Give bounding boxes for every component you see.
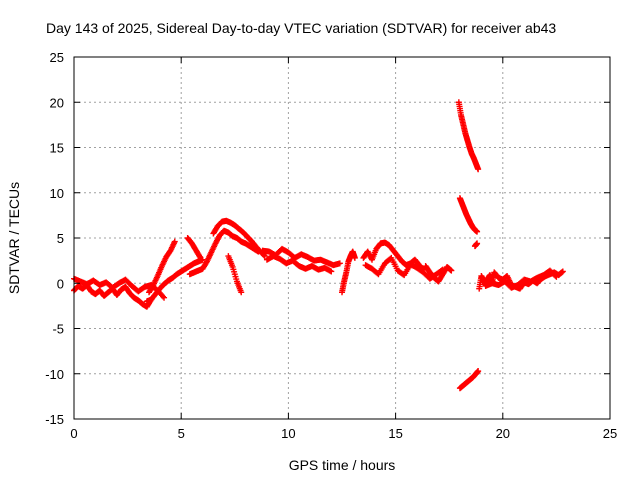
y-tick-label: 0 bbox=[57, 276, 64, 291]
y-tick-label: -5 bbox=[52, 322, 64, 337]
series-s13 bbox=[362, 254, 446, 282]
y-axis-label: SDTVAR / TECUs bbox=[6, 182, 22, 294]
data-point bbox=[171, 238, 178, 245]
series-s5 bbox=[186, 227, 262, 278]
y-tick-label: 25 bbox=[50, 50, 64, 65]
series-s7 bbox=[184, 235, 204, 261]
y-tick-label: 10 bbox=[50, 186, 64, 201]
data-point bbox=[448, 267, 455, 274]
grid bbox=[74, 57, 610, 419]
data-point bbox=[559, 268, 566, 275]
x-tick-label: 25 bbox=[603, 426, 617, 441]
y-tick-label: 15 bbox=[50, 141, 64, 156]
x-axis-label: GPS time / hours bbox=[289, 457, 396, 473]
series-s3 bbox=[146, 238, 178, 296]
data-point bbox=[474, 228, 481, 235]
data-point bbox=[351, 254, 358, 261]
series-s14 bbox=[422, 263, 455, 285]
series-s17 bbox=[471, 240, 481, 250]
series-s4 bbox=[143, 256, 206, 305]
x-tick-label: 0 bbox=[70, 426, 77, 441]
y-tick-label: 5 bbox=[57, 231, 64, 246]
data-points bbox=[71, 99, 566, 392]
series-s9 bbox=[259, 245, 343, 269]
data-point bbox=[196, 253, 203, 260]
data-point bbox=[474, 240, 481, 247]
data-point bbox=[261, 253, 268, 260]
data-point bbox=[475, 368, 482, 375]
series-s11 bbox=[339, 248, 358, 296]
series-s16 bbox=[456, 195, 481, 235]
x-tick-label: 5 bbox=[178, 426, 185, 441]
data-point bbox=[336, 260, 343, 267]
x-tick-label: 20 bbox=[496, 426, 510, 441]
chart-title: Day 143 of 2025, Sidereal Day-to-day VTE… bbox=[46, 20, 556, 36]
data-point bbox=[159, 293, 166, 300]
y-tick-label: -10 bbox=[45, 367, 64, 382]
x-tick-label: 10 bbox=[281, 426, 295, 441]
x-tick-label: 15 bbox=[388, 426, 402, 441]
y-tick-label: 20 bbox=[50, 95, 64, 110]
data-point bbox=[552, 272, 559, 279]
data-point bbox=[475, 166, 482, 173]
series-s18 bbox=[456, 368, 482, 392]
y-tick-label: -15 bbox=[45, 412, 64, 427]
data-point bbox=[197, 254, 204, 261]
series-s20 bbox=[482, 267, 560, 291]
data-point bbox=[161, 294, 168, 301]
series-s10 bbox=[263, 253, 335, 275]
data-point bbox=[553, 273, 560, 280]
series-s15 bbox=[455, 99, 482, 173]
data-point bbox=[328, 268, 335, 275]
axis-ticks: 0 5 10 15 20 25 -15 -10 -5 0 5 10 15 20 25 bbox=[45, 50, 617, 441]
data-point bbox=[238, 289, 245, 296]
series-s8 bbox=[225, 253, 245, 296]
